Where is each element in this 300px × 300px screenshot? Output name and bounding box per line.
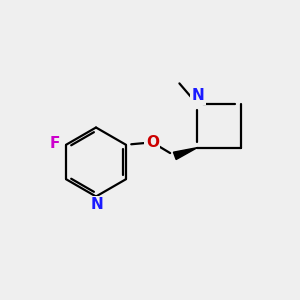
Text: N: N	[192, 88, 204, 103]
Text: N: N	[90, 197, 103, 212]
Text: O: O	[146, 134, 159, 150]
Text: F: F	[50, 136, 60, 151]
Polygon shape	[173, 148, 197, 160]
